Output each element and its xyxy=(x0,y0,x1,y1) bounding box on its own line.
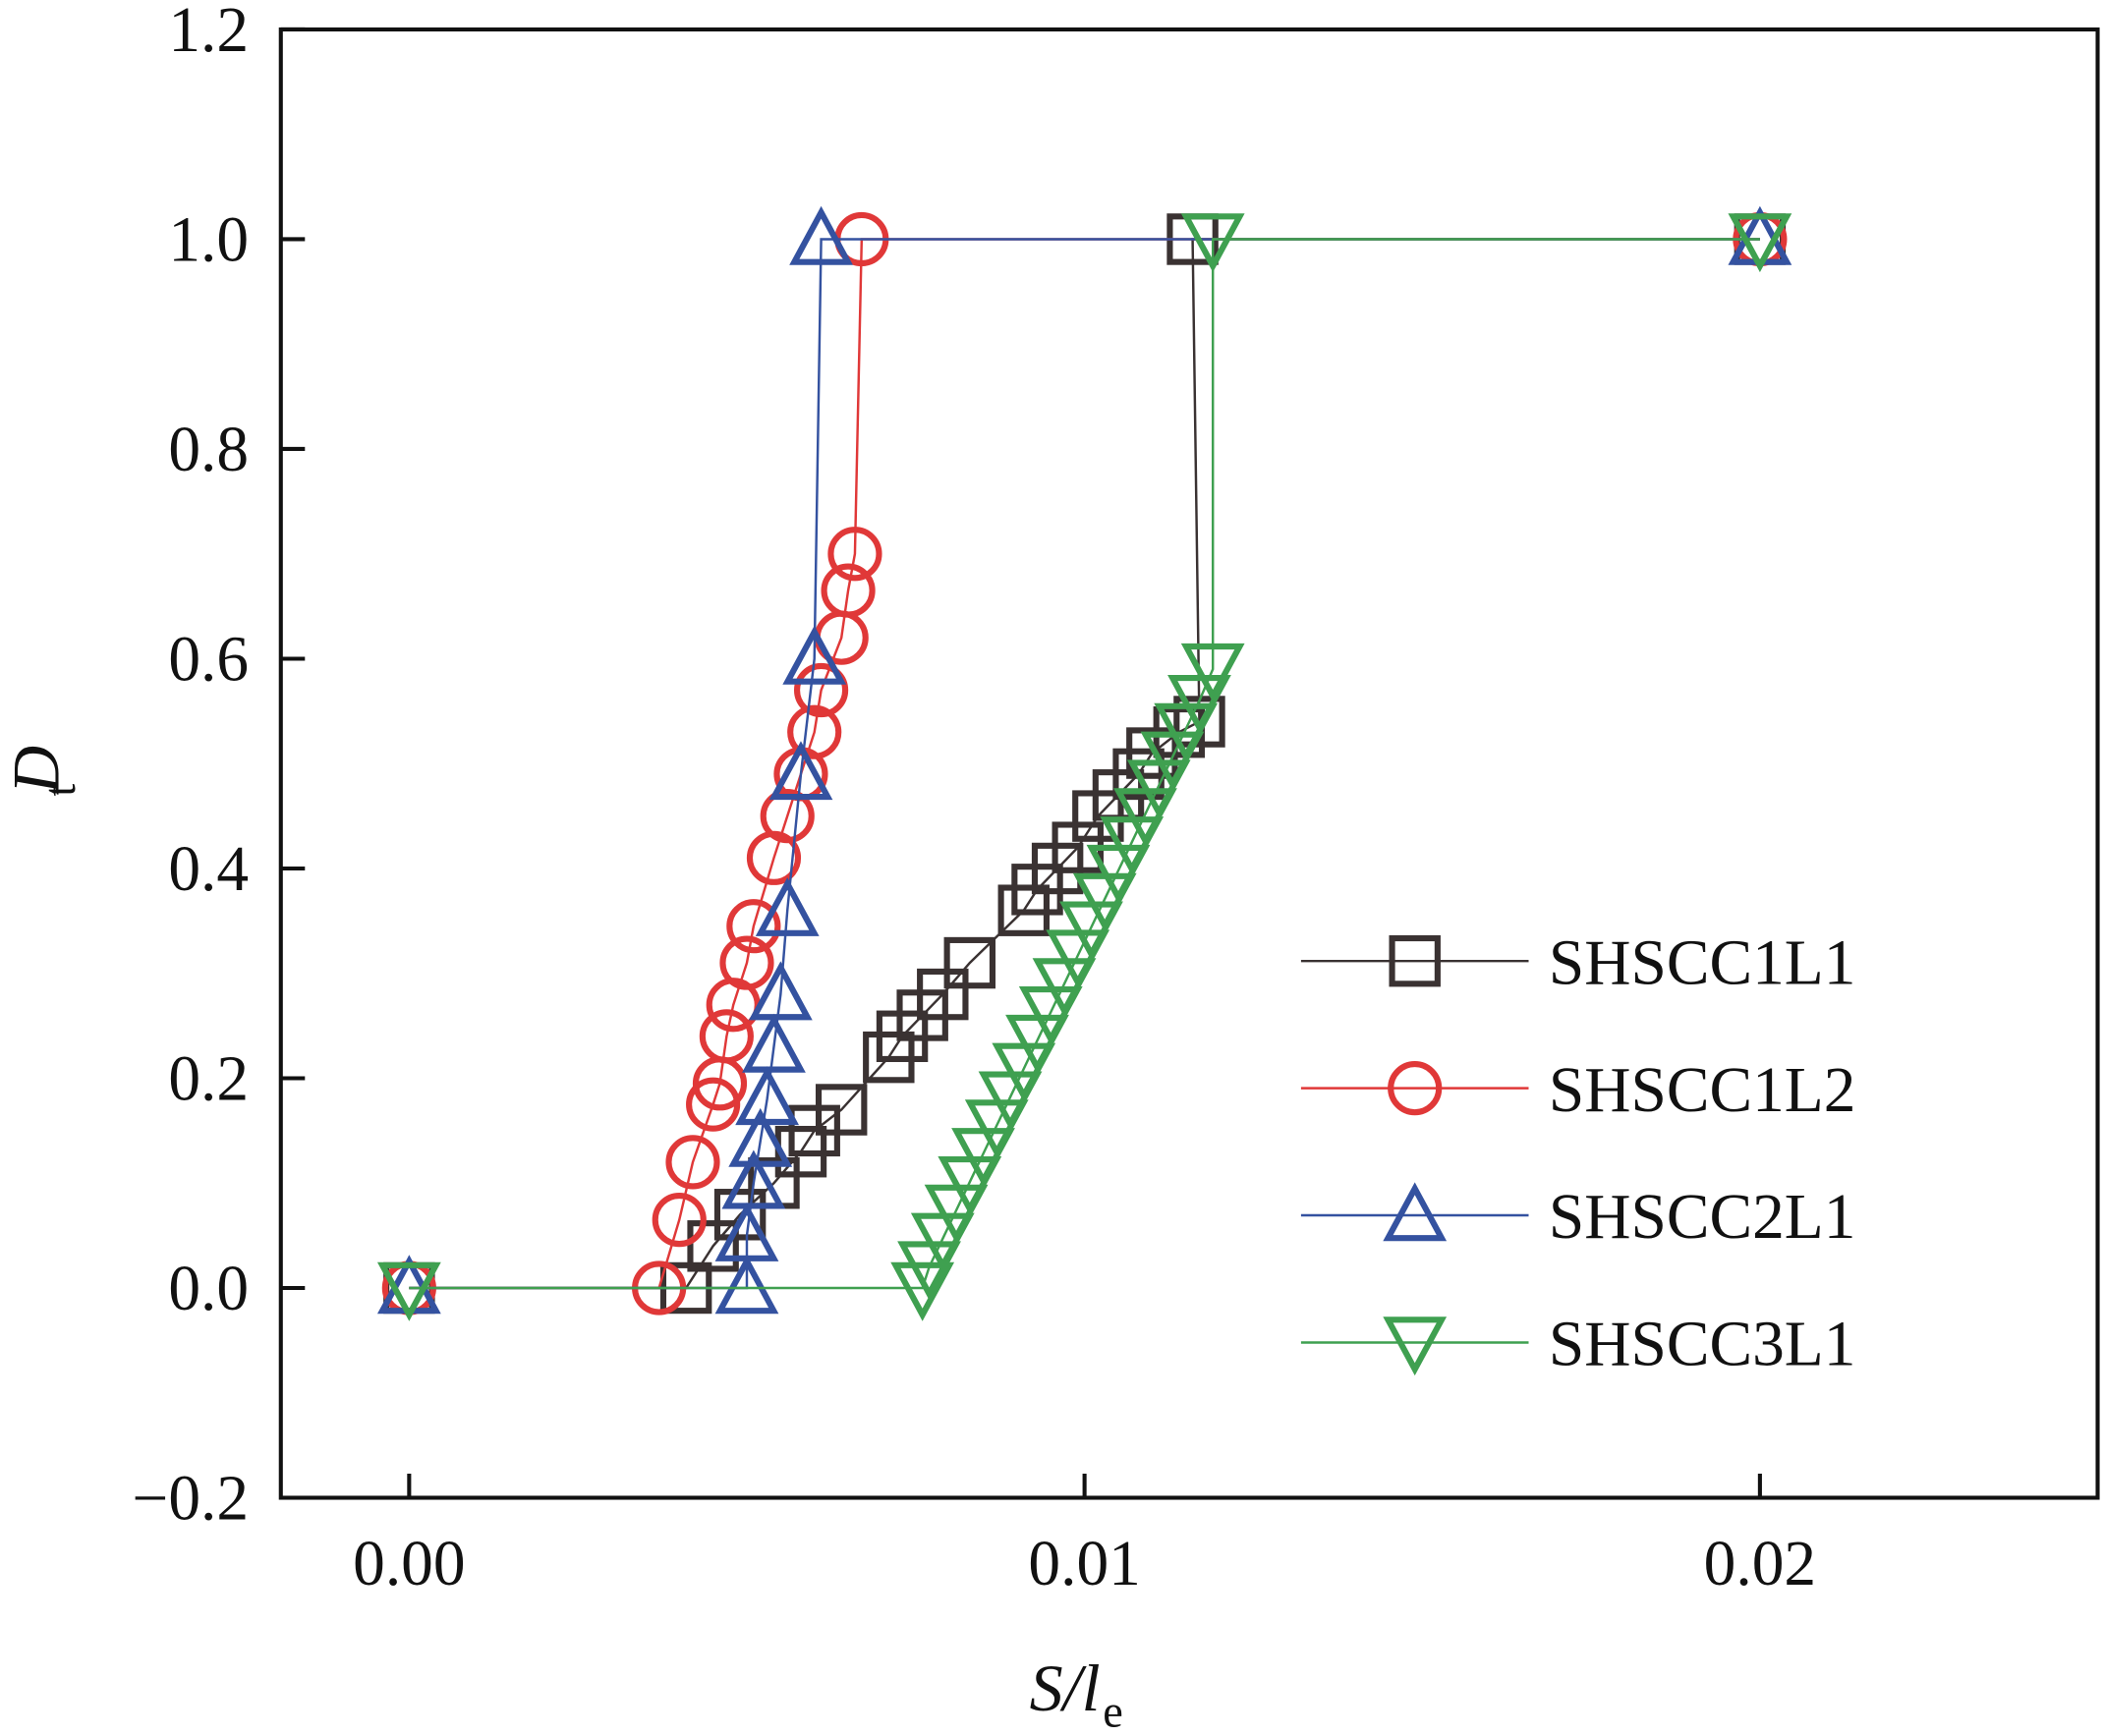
y-axis-label: D xyxy=(0,746,74,795)
series-line xyxy=(409,238,1760,1290)
marker xyxy=(755,876,820,936)
marker xyxy=(1180,213,1245,273)
series xyxy=(376,213,1792,1321)
marker xyxy=(890,1261,955,1321)
marker xyxy=(687,1220,739,1272)
y-tick-label: 0.8 xyxy=(168,415,249,485)
legend-label: SHSCC1L1 xyxy=(1549,927,1855,998)
marker xyxy=(917,968,969,1021)
marker xyxy=(714,1255,779,1315)
y-axis-label-group: D t xyxy=(0,746,85,797)
marker xyxy=(787,704,842,759)
marker xyxy=(793,662,849,718)
marker xyxy=(719,935,774,990)
x-tick-label: 0.02 xyxy=(1704,1529,1816,1599)
marker xyxy=(943,936,996,989)
y-tick-label: 0.6 xyxy=(168,624,249,695)
ticks: −0.2 0.0 0.2 0.4 0.6 0.8 1.0 1.2 0.00 0.01 0.02 xyxy=(132,0,1816,1599)
series-line xyxy=(409,238,1760,1290)
marker xyxy=(714,1202,779,1261)
marker xyxy=(815,1084,868,1136)
y-tick-label: 0.0 xyxy=(168,1254,249,1324)
marker xyxy=(721,1149,786,1209)
marker xyxy=(1180,643,1245,702)
x-tick-label: 0.01 xyxy=(1028,1529,1140,1599)
series-group xyxy=(376,205,1792,1321)
x-tick-label: 0.00 xyxy=(353,1529,465,1599)
marker xyxy=(376,1261,441,1321)
marker xyxy=(1167,674,1231,734)
y-tick-label: 0.4 xyxy=(168,834,249,905)
legend-label: SHSCC2L1 xyxy=(1549,1182,1855,1253)
y-tick-label: 1.2 xyxy=(168,0,249,66)
series xyxy=(376,205,1792,1315)
legend-marker xyxy=(1389,934,1441,987)
marker xyxy=(728,1107,793,1167)
y-tick-label: 1.0 xyxy=(168,204,249,275)
series xyxy=(381,211,1788,1316)
y-tick-label: −0.2 xyxy=(132,1463,249,1534)
legend-marker xyxy=(1383,1182,1448,1242)
y-tick-label: 0.2 xyxy=(168,1043,249,1114)
x-axis-label-sub: e xyxy=(1103,1687,1123,1736)
marker xyxy=(1728,213,1792,273)
marker xyxy=(789,205,853,265)
series-line xyxy=(409,238,1760,1290)
series-line xyxy=(409,238,1760,1290)
plot-frame xyxy=(278,27,2100,1500)
marker xyxy=(735,1066,799,1126)
marker xyxy=(827,527,882,582)
marker xyxy=(665,1135,720,1190)
marker xyxy=(821,563,876,618)
legend-label: SHSCC3L1 xyxy=(1549,1310,1855,1380)
marker xyxy=(726,899,781,954)
marker xyxy=(686,1077,741,1132)
series xyxy=(383,213,1787,1315)
legend-marker xyxy=(1383,1316,1448,1376)
x-axis-label: S/l xyxy=(1030,1651,1101,1725)
y-axis-label-sub: t xyxy=(35,784,85,797)
marker xyxy=(652,1193,707,1248)
marker xyxy=(748,961,813,1021)
marker xyxy=(713,1189,767,1241)
marker xyxy=(742,1013,806,1073)
legend-label: SHSCC1L2 xyxy=(1549,1055,1855,1126)
marker xyxy=(782,625,847,685)
legend: SHSCC1L1 SHSCC1L2 SHSCC2L1 SHSCC3L1 xyxy=(1300,927,1855,1380)
marker xyxy=(768,741,833,801)
marker xyxy=(699,1009,754,1064)
legend-marker xyxy=(1388,1061,1443,1116)
